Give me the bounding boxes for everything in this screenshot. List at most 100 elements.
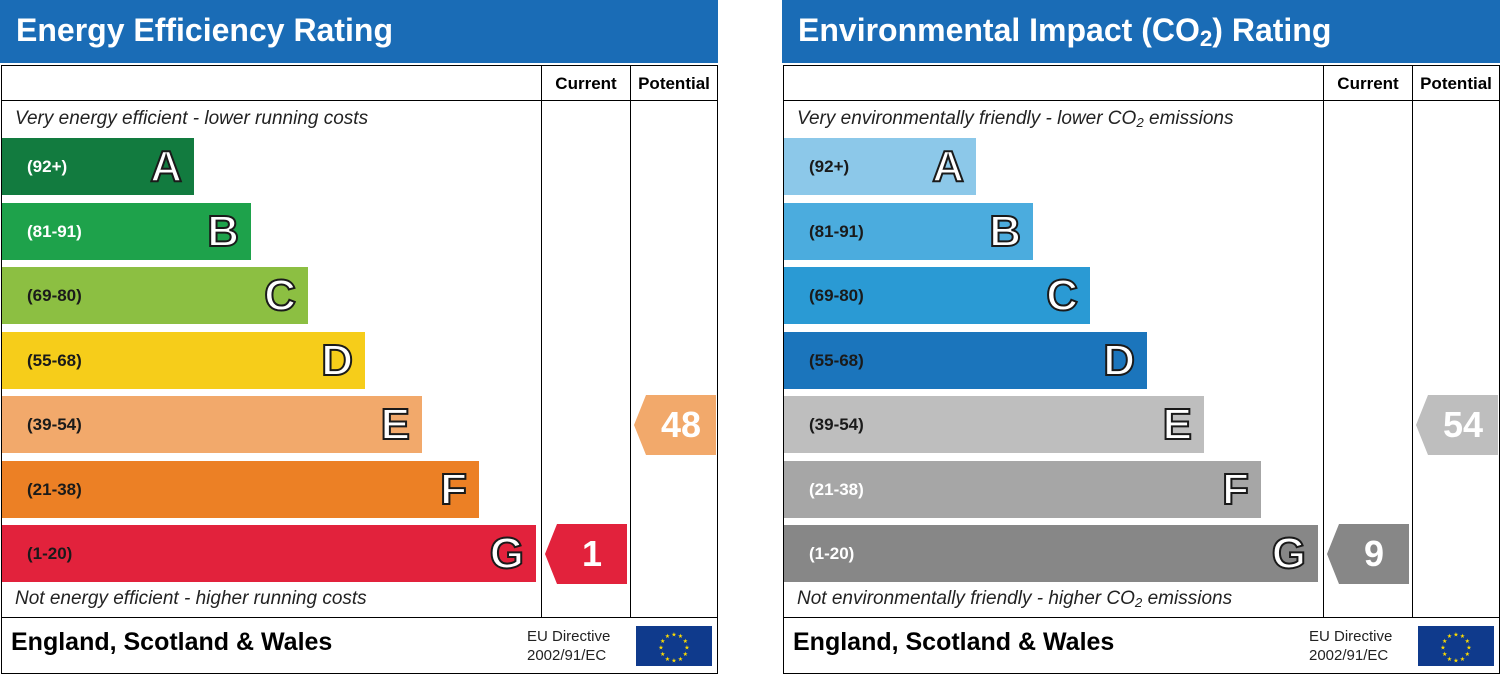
eu-star-icon: ★	[1447, 633, 1452, 640]
band-range-label: (81-91)	[809, 221, 864, 241]
column-header-potential: Potential	[638, 74, 710, 93]
potential-rating-value: 48	[660, 404, 702, 445]
band-letter: G	[1271, 528, 1307, 579]
band-a: (92+) A	[784, 138, 976, 195]
band-letter: A	[149, 141, 183, 192]
header-divider	[783, 100, 1499, 101]
column-divider	[1412, 65, 1413, 617]
band-c: (69-80) C	[784, 267, 1090, 324]
eu-directive-text: EU Directive 2002/91/EC	[1309, 627, 1392, 665]
eu-star-icon: ★	[665, 656, 670, 663]
band-letter: C	[1045, 270, 1079, 321]
eu-star-icon: ★	[1460, 656, 1465, 663]
eu-stars: ★ ★★★★★★★★★★★	[1440, 632, 1471, 665]
bottom-note: Not energy efficient - higher running co…	[15, 588, 367, 609]
band-e: (39-54) E	[784, 396, 1204, 453]
footer-divider	[783, 617, 1499, 618]
band-letter: E	[1162, 399, 1193, 450]
pointer-arrow	[1416, 395, 1498, 455]
eu-star-icon: ★	[678, 656, 683, 663]
pointer-arrow-shape	[545, 524, 627, 584]
band-f: (21-38) F	[2, 460, 479, 518]
directive-line-1: EU Directive	[527, 628, 611, 645]
directive-line-2: 2002/91/EC	[527, 647, 607, 664]
footer-region: England, Scotland & Wales	[11, 628, 333, 656]
eu-star-icon: ★	[658, 645, 663, 652]
pointer-arrow	[545, 524, 627, 584]
potential-rating-pointer: 48	[634, 395, 716, 455]
band-range-label: (1-20)	[809, 544, 855, 563]
band-range-label: (81-91)	[27, 221, 82, 241]
column-header-potential: Potential	[1420, 74, 1492, 93]
title-subscript: 2	[1199, 25, 1213, 51]
eu-star-icon: ★	[1466, 645, 1471, 652]
band-range-label: (1-20)	[27, 544, 73, 563]
environmental-impact-panel: Environmental Impact (CO2) Rating Curren…	[782, 0, 1500, 675]
potential-rating-value: 54	[1442, 404, 1484, 445]
eu-star-icon: ★	[1447, 656, 1452, 663]
eu-directive-text: EU Directive 2002/91/EC	[527, 627, 610, 665]
current-rating-value: 9	[1363, 533, 1385, 574]
band-letter: F	[439, 464, 468, 515]
eu-star-icon: ★	[671, 632, 676, 639]
column-divider	[630, 65, 631, 617]
title-bar: Energy Efficiency Rating	[0, 0, 718, 63]
eu-star-icon: ★	[1442, 638, 1447, 645]
band-range-label: (21-38)	[809, 479, 864, 499]
band-letter: F	[1221, 464, 1250, 515]
eu-star-icon: ★	[683, 651, 688, 658]
top-note: Very environmentally friendly - lower CO…	[797, 108, 1233, 130]
title-bar: Environmental Impact (CO2) Rating	[782, 0, 1500, 63]
band-range-label: (21-38)	[27, 479, 82, 499]
eu-star-icon: ★	[665, 633, 670, 640]
column-header-current: Current	[1337, 74, 1399, 93]
top-note-subscript: 2	[1136, 114, 1144, 130]
eu-star-icon: ★	[684, 645, 689, 652]
pointer-arrow-shape	[634, 395, 716, 455]
column-divider	[1323, 65, 1324, 617]
band-letter: B	[206, 206, 240, 257]
band-range-label: (92+)	[27, 157, 68, 176]
band-letter: E	[380, 399, 411, 450]
band-range-label: (69-80)	[809, 286, 864, 305]
eu-star-icon: ★	[1442, 651, 1447, 658]
column-divider	[541, 65, 542, 617]
eu-star-icon: ★	[1465, 638, 1470, 645]
bottom-note: Not environmentally friendly - higher CO…	[797, 588, 1232, 610]
band-b: (81-91) B	[784, 202, 1033, 260]
pointer-arrow	[634, 395, 716, 455]
bottom-note-subscript: 2	[1134, 594, 1143, 610]
band-b: (81-91) B	[2, 202, 251, 260]
eu-star-icon: ★	[660, 638, 665, 645]
band-g: (1-20) G	[784, 525, 1318, 582]
band-range-label: (39-54)	[27, 415, 82, 434]
chart-title: Environmental Impact (CO2) Rating	[798, 9, 1331, 60]
eu-star-icon: ★	[678, 633, 683, 640]
band-e: (39-54) E	[2, 396, 422, 453]
eu-star-icon: ★	[671, 658, 676, 665]
pointer-arrow-shape	[1416, 395, 1498, 455]
eu-flag-icon: ★ ★ ★ ★ ★ ★ ★ ★ ★ ★ ★ ★	[636, 626, 712, 666]
bottom-note-prefix: Not environmentally friendly - higher CO	[797, 588, 1135, 609]
current-rating-pointer: 1	[545, 524, 627, 584]
band-letter: D	[1102, 335, 1136, 386]
chart-frame	[1, 65, 718, 674]
eu-star-icon: ★	[1453, 632, 1458, 639]
eu-stars: ★ ★★★★★★★★★★★	[658, 632, 689, 665]
eu-star-icon: ★	[1440, 645, 1445, 652]
band-f: (21-38) F	[784, 460, 1261, 518]
header-divider	[1, 100, 717, 101]
band-a: (92+) A	[2, 138, 194, 195]
current-rating-value: 1	[581, 533, 603, 574]
current-rating-pointer: 9	[1327, 524, 1409, 584]
band-range-label: (69-80)	[27, 286, 82, 305]
eu-star-icon: ★	[683, 638, 688, 645]
band-g: (1-20) G	[2, 525, 536, 582]
pointer-arrow	[1327, 524, 1409, 584]
band-letter: G	[489, 528, 525, 579]
band-range-label: (55-68)	[809, 350, 864, 370]
chart-title: Energy Efficiency Rating	[16, 12, 393, 48]
band-c: (69-80) C	[2, 267, 308, 324]
band-d: (55-68) D	[2, 331, 365, 389]
directive-line-1: EU Directive	[1309, 628, 1393, 645]
